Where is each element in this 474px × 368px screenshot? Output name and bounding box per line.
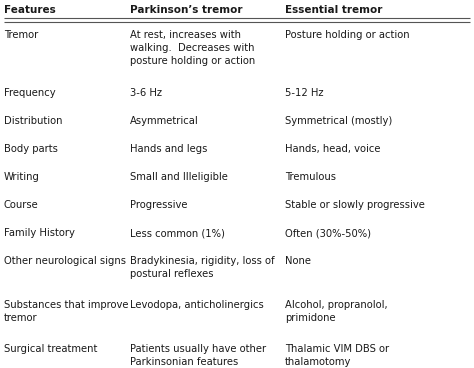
Text: Asymmetrical: Asymmetrical: [130, 116, 199, 126]
Text: Frequency: Frequency: [4, 88, 55, 98]
Text: Stable or slowly progressive: Stable or slowly progressive: [285, 200, 425, 210]
Text: At rest, increases with
walking.  Decreases with
posture holding or action: At rest, increases with walking. Decreas…: [130, 30, 255, 66]
Text: Distribution: Distribution: [4, 116, 63, 126]
Text: Writing: Writing: [4, 172, 40, 182]
Text: Essential tremor: Essential tremor: [285, 5, 383, 15]
Text: Thalamic VIM DBS or
thalamotomy: Thalamic VIM DBS or thalamotomy: [285, 344, 389, 367]
Text: Symmetrical (mostly): Symmetrical (mostly): [285, 116, 392, 126]
Text: Features: Features: [4, 5, 56, 15]
Text: Alcohol, propranolol,
primidone: Alcohol, propranolol, primidone: [285, 300, 388, 323]
Text: Posture holding or action: Posture holding or action: [285, 30, 410, 40]
Text: None: None: [285, 256, 311, 266]
Text: Bradykinesia, rigidity, loss of
postural reflexes: Bradykinesia, rigidity, loss of postural…: [130, 256, 274, 279]
Text: Hands and legs: Hands and legs: [130, 144, 207, 154]
Text: 5-12 Hz: 5-12 Hz: [285, 88, 323, 98]
Text: Family History: Family History: [4, 228, 75, 238]
Text: Tremor: Tremor: [4, 30, 38, 40]
Text: Less common (1%): Less common (1%): [130, 228, 225, 238]
Text: Often (30%-50%): Often (30%-50%): [285, 228, 371, 238]
Text: Small and Illeligible: Small and Illeligible: [130, 172, 228, 182]
Text: Patients usually have other
Parkinsonian features
requiring subthalamic nucleus
: Patients usually have other Parkinsonian…: [130, 344, 282, 368]
Text: Levodopa, anticholinergics: Levodopa, anticholinergics: [130, 300, 264, 310]
Text: Progressive: Progressive: [130, 200, 188, 210]
Text: Surgical treatment: Surgical treatment: [4, 344, 97, 354]
Text: Tremulous: Tremulous: [285, 172, 336, 182]
Text: Body parts: Body parts: [4, 144, 58, 154]
Text: 3-6 Hz: 3-6 Hz: [130, 88, 162, 98]
Text: Substances that improve
tremor: Substances that improve tremor: [4, 300, 128, 323]
Text: Other neurological signs: Other neurological signs: [4, 256, 126, 266]
Text: Hands, head, voice: Hands, head, voice: [285, 144, 381, 154]
Text: Parkinson’s tremor: Parkinson’s tremor: [130, 5, 243, 15]
Text: Course: Course: [4, 200, 39, 210]
